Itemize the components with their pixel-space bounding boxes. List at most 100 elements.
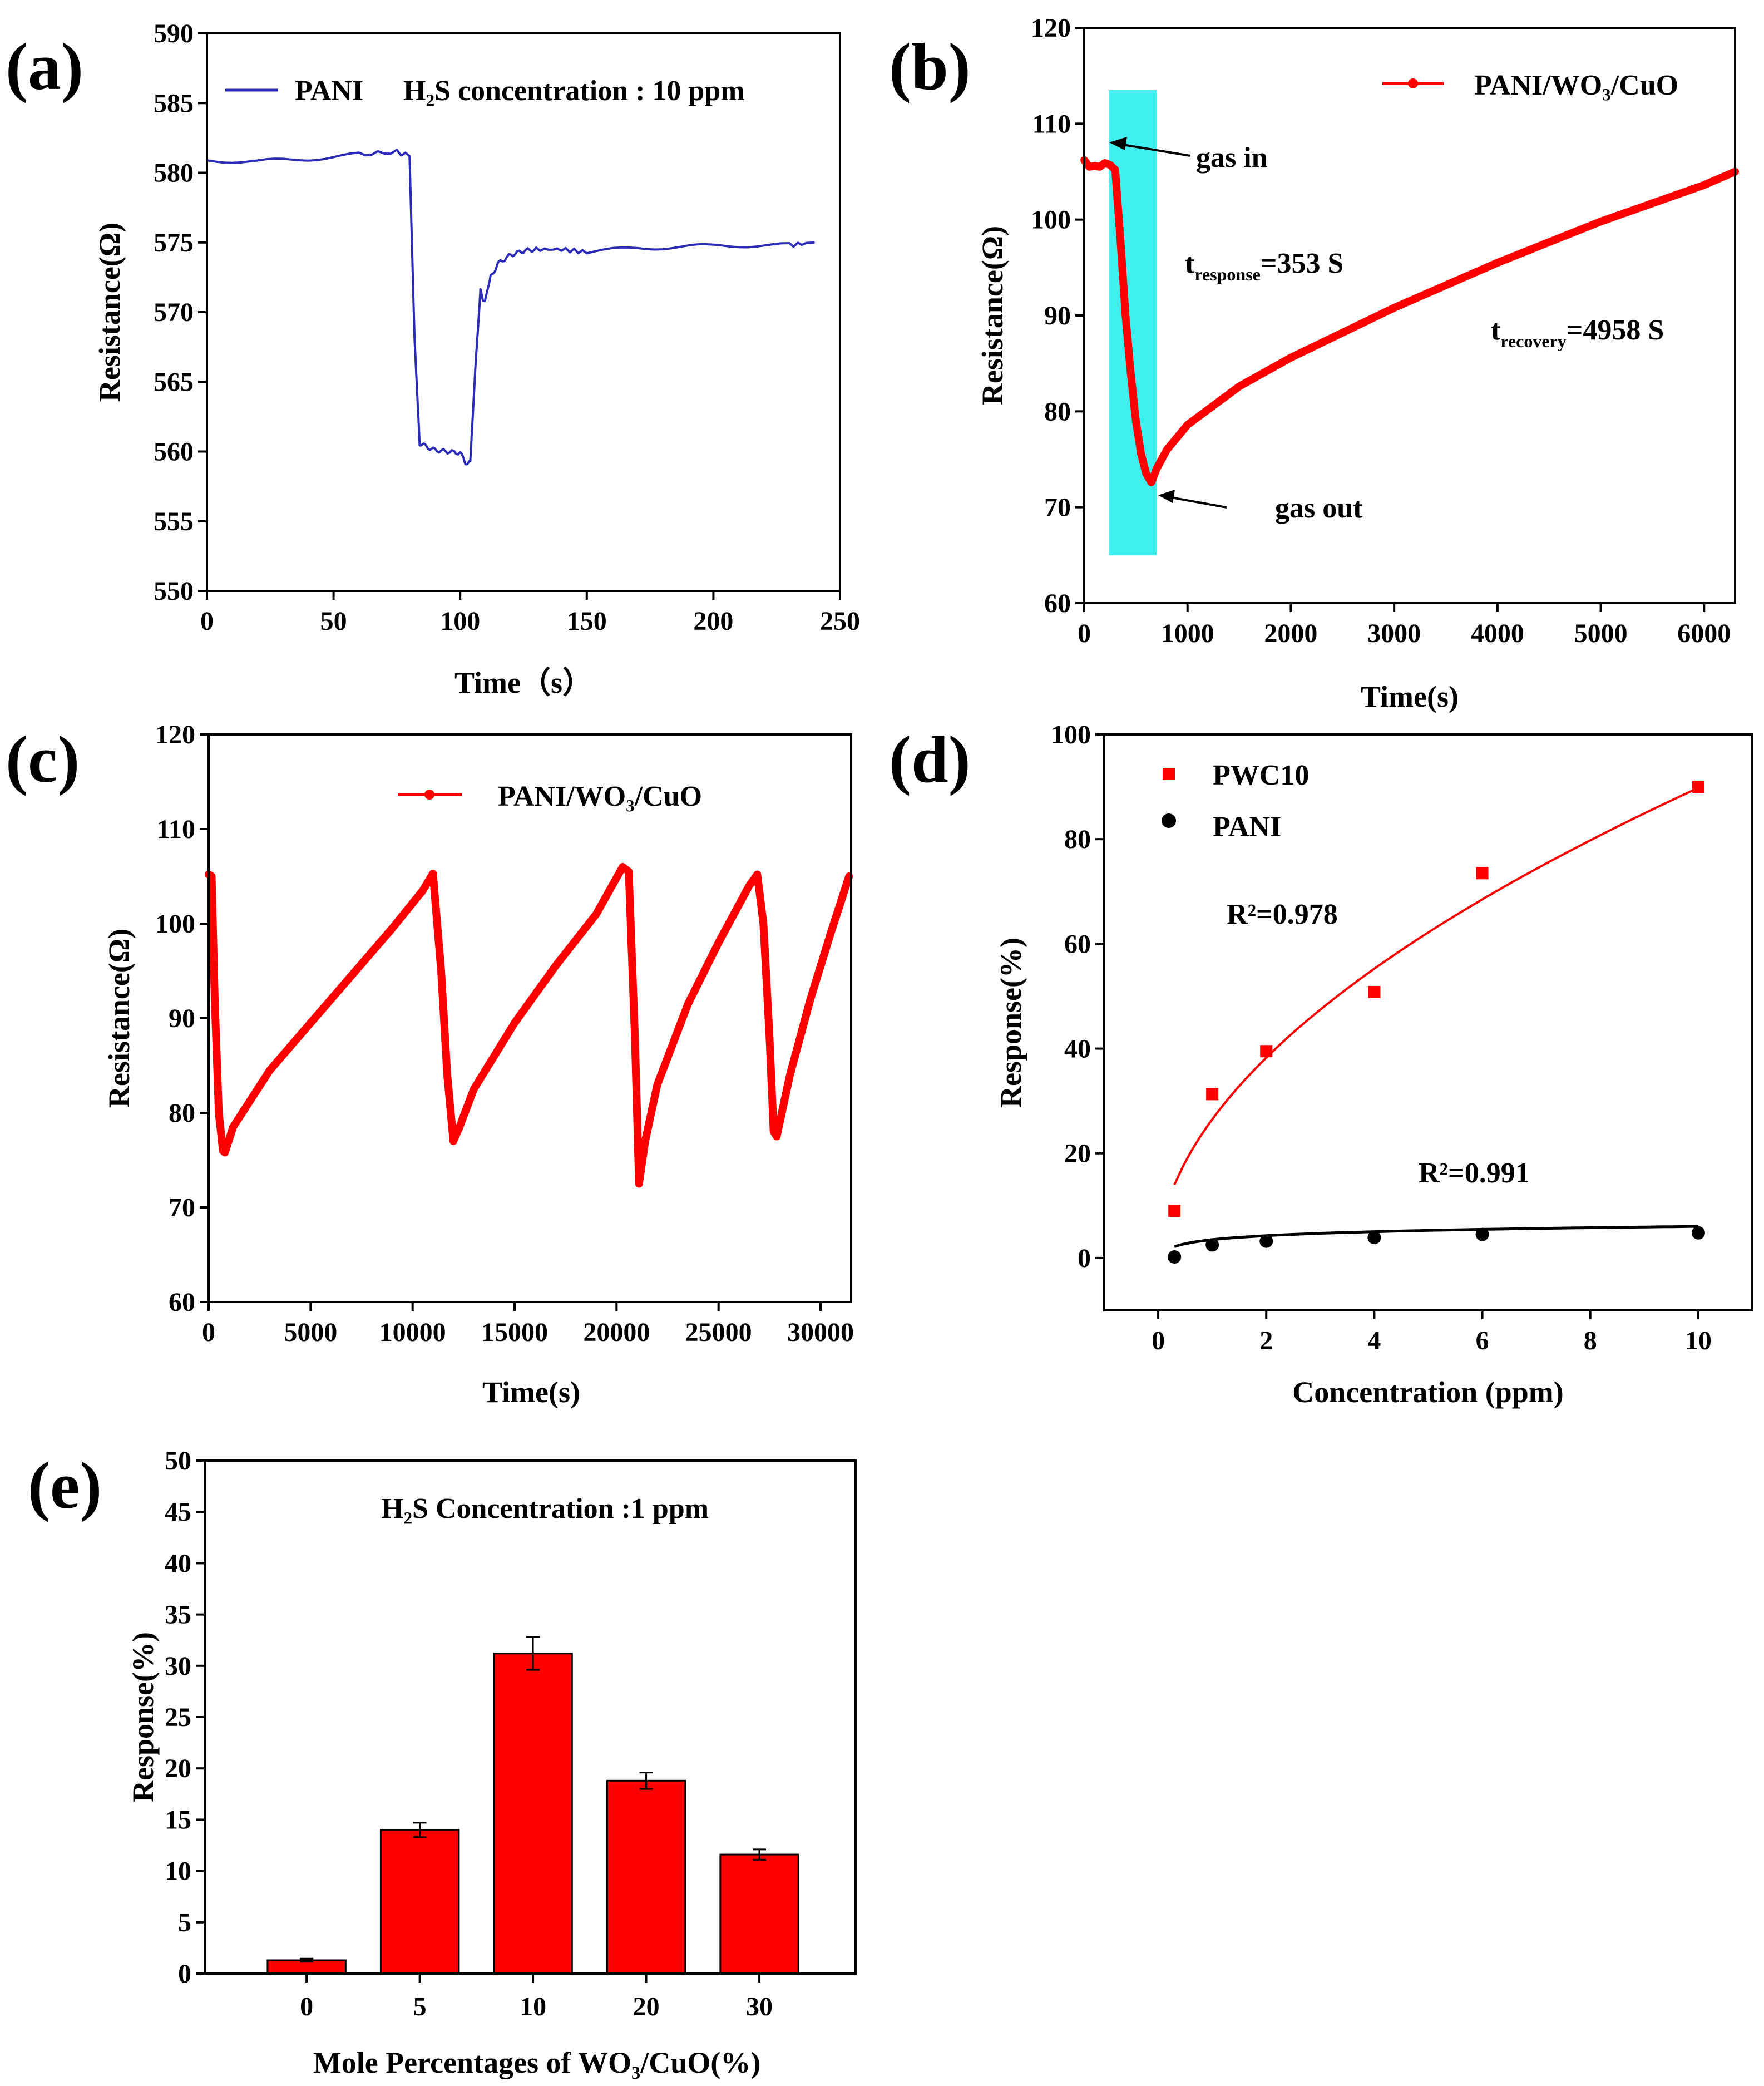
panel-e-bar xyxy=(606,1779,686,1975)
panel-a: (a) 550 555 560 565 570 575 580 585 590 0 50 100 150… xyxy=(6,19,860,699)
panel-a-y-tick-label: 585 xyxy=(154,88,194,118)
panel-b-t-response-label: tresponse=353 S xyxy=(1185,248,1343,284)
panel-d-r2-pwc10: R²=0.978 xyxy=(1227,899,1338,930)
panel-d-y-tick-label: 20 xyxy=(1064,1139,1091,1168)
panel-c-y-tick-label: 80 xyxy=(169,1098,195,1128)
panel-a-pani-series-line xyxy=(206,149,815,466)
panel-c-y-tick-label: 60 xyxy=(169,1288,195,1317)
panel-d: (d) 0 20 40 60 80 100 0 2 4 6 8 10 PWC10 PANI R²=0.… xyxy=(889,720,1753,1409)
panel-c-label: (c) xyxy=(6,722,80,796)
panel-b-y-tick-label: 110 xyxy=(1032,109,1071,139)
panel-d-points xyxy=(1168,781,1705,1264)
panel-d-pani-fit-curve xyxy=(1174,1225,1698,1248)
panel-e-y-tick-label: 45 xyxy=(165,1497,191,1527)
panel-b-t-response-subscript: response xyxy=(1194,264,1261,284)
panel-e: (e) 0 5 10 15 20 25 30 35 40 45 50 0 5 10 20 30 H₂S Con… xyxy=(28,1446,857,2079)
panel-e-y-tick-label: 25 xyxy=(165,1703,191,1732)
panel-b-gas-out-arrow xyxy=(1164,495,1227,509)
panel-b-x-tick-label: 3000 xyxy=(1367,619,1421,648)
panel-d-x-tick-label: 0 xyxy=(1152,1326,1165,1355)
panel-e-y-tick-label: 50 xyxy=(165,1446,191,1476)
panel-a-x-tick-label: 250 xyxy=(820,606,860,636)
panel-c-y-tick-label: 90 xyxy=(169,1004,195,1033)
panel-a-plot-frame xyxy=(206,32,841,592)
panel-d-pwc10-point xyxy=(1692,781,1704,793)
panel-c-x-tick-label: 20000 xyxy=(583,1318,650,1347)
panel-b-x-axis-label: Time(s) xyxy=(1361,680,1459,713)
panel-c: (c) 60 70 80 90 100 110 120 0 5000 10000 15000 2000… xyxy=(6,720,854,1409)
panel-a-x-tick-label: 100 xyxy=(440,606,480,636)
panel-d-y-tick-label: 0 xyxy=(1078,1244,1091,1273)
panel-b-label: (b) xyxy=(889,29,971,103)
panel-c-y-tick-label: 120 xyxy=(155,720,195,749)
panel-a-y-tick-label: 560 xyxy=(154,437,194,467)
panel-b-y-axis-label: Resistance(Ω) xyxy=(976,226,1009,405)
panel-a-y-tick-label: 570 xyxy=(154,298,194,327)
panel-e-bars xyxy=(266,1636,799,1975)
panel-c-ticks: 60 70 80 90 100 110 120 0 5000 10000 15000 20000 250… xyxy=(155,720,854,1347)
panel-b-gas-out-arrowhead xyxy=(1158,490,1175,503)
panel-b-y-tick-label: 60 xyxy=(1044,589,1071,618)
panel-c-x-tick-label: 0 xyxy=(202,1318,215,1347)
panel-d-y-axis-label: Response(%) xyxy=(994,938,1027,1108)
panel-e-ticks: 0 5 10 15 20 25 30 35 40 45 50 0 5 10 20 30 xyxy=(165,1446,773,2021)
panel-b-series-line xyxy=(1080,156,1739,486)
panel-a-y-tick-label: 550 xyxy=(154,576,194,606)
panel-a-x-axis-label: Time（s） xyxy=(454,666,592,699)
panel-c-legend-text: PANI/WO₃/CuO xyxy=(498,781,702,812)
panel-e-h2s-annotation: H₂S Concentration :1 ppm xyxy=(381,1493,709,1525)
panel-d-pani-point xyxy=(1475,1227,1489,1241)
panel-a-x-tick-label: 200 xyxy=(693,606,733,636)
panel-d-y-tick-label: 80 xyxy=(1064,825,1091,854)
panel-c-x-tick-label: 5000 xyxy=(284,1318,337,1347)
panel-a-x-tick-label: 0 xyxy=(200,606,214,636)
panel-a-y-tick-label: 565 xyxy=(154,367,194,397)
panel-e-y-tick-label: 5 xyxy=(178,1908,191,1937)
panel-b-y-tick-label: 120 xyxy=(1031,13,1071,43)
panel-b-ticks: 60 70 80 90 100 110 120 0 1000 2000 3000 4000 5000 60… xyxy=(1031,13,1731,648)
panel-d-x-tick-label: 6 xyxy=(1476,1326,1489,1355)
panel-e-bar xyxy=(379,1829,460,1975)
panel-e-x-tick-label: 30 xyxy=(746,1992,773,2021)
panel-b: (b) 60 70 80 90 100 110 120 0 1000 2000 3000 4000 50… xyxy=(889,13,1739,713)
panel-b-t-recovery-subscript: recovery xyxy=(1500,331,1566,351)
panel-a-y-axis-label: Resistance(Ω) xyxy=(93,223,126,402)
panel-b-t-recovery-t: t xyxy=(1491,314,1501,346)
panel-d-legend-pwc10: PWC10 xyxy=(1213,760,1309,791)
panel-e-y-tick-label: 0 xyxy=(178,1959,191,1989)
panel-b-legend-text: PANI/WO₃/CuO xyxy=(1474,70,1678,101)
panel-e-x-tick-label: 0 xyxy=(300,1992,313,2021)
panel-b-y-tick-label: 100 xyxy=(1031,205,1071,235)
panel-d-pwc10-point xyxy=(1206,1088,1219,1101)
panel-a-h2s-annotation: H₂S concentration : 10 ppm xyxy=(403,75,745,107)
panel-c-y-axis-label: Resistance(Ω) xyxy=(102,929,136,1108)
panel-a-y-tick-label: 590 xyxy=(154,19,194,48)
panel-b-x-tick-label: 0 xyxy=(1078,619,1091,648)
panel-e-y-tick-label: 30 xyxy=(165,1651,191,1681)
panel-b-y-tick-label: 90 xyxy=(1044,301,1071,331)
panel-d-r2-pani: R²=0.991 xyxy=(1419,1157,1530,1189)
panel-a-ticks: 550 555 560 565 570 575 580 585 590 0 50 100 150 200 2… xyxy=(154,19,860,636)
panel-b-x-tick-label: 2000 xyxy=(1264,619,1317,648)
panel-d-pwc10-fit-curve xyxy=(1173,787,1699,1186)
panel-d-pani-point xyxy=(1367,1231,1381,1245)
panel-d-legend-pani: PANI xyxy=(1213,811,1281,843)
panel-b-gas-in-arrow xyxy=(1115,142,1191,157)
panel-d-x-axis-label: Concentration (ppm) xyxy=(1292,1375,1563,1409)
panel-c-series-line xyxy=(205,863,853,1188)
panel-e-bar xyxy=(493,1653,573,1975)
panel-c-x-tick-label: 15000 xyxy=(481,1318,548,1347)
panel-d-pani-point xyxy=(1259,1234,1273,1248)
panel-c-x-tick-label: 10000 xyxy=(379,1318,446,1347)
panel-a-x-tick-label: 150 xyxy=(567,606,607,636)
panel-d-pwc10-point xyxy=(1368,985,1381,998)
panel-c-y-tick-label: 70 xyxy=(169,1193,195,1222)
panel-e-x-tick-label: 10 xyxy=(520,1992,546,2021)
panel-e-x-axis-label: Mole Percentages of WO₃/CuO(%) xyxy=(313,2046,761,2079)
panel-d-pani-point xyxy=(1205,1238,1219,1252)
panel-c-y-tick-label: 100 xyxy=(155,909,195,939)
panel-b-gas-out-label: gas out xyxy=(1275,492,1363,524)
panel-a-x-tick-label: 50 xyxy=(320,606,347,636)
panel-d-y-tick-label: 60 xyxy=(1064,929,1091,959)
panel-e-x-tick-label: 20 xyxy=(633,1992,660,2021)
